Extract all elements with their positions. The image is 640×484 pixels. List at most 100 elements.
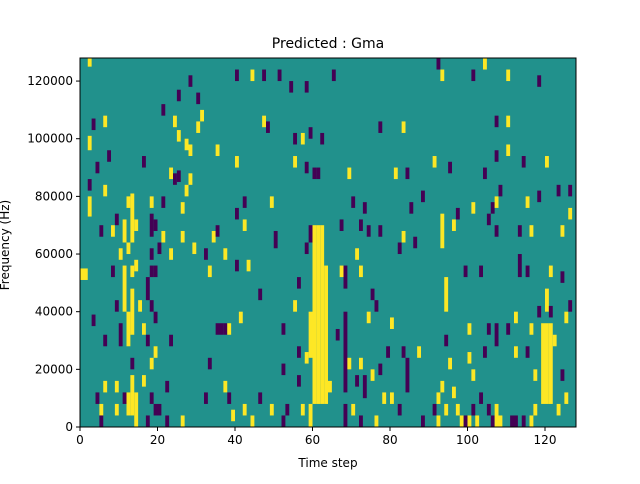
heatmap-cell-low — [91, 118, 96, 131]
heatmap-cell-high — [184, 138, 189, 151]
heatmap-cell-low — [486, 323, 491, 335]
heatmap-cell-low — [149, 300, 154, 312]
heatmap-cell-high — [126, 196, 131, 208]
heatmap-cell-low — [281, 415, 286, 427]
heatmap-cell-high — [130, 265, 135, 278]
heatmap-cell-low — [479, 265, 484, 278]
x-tick-label: 0 — [76, 433, 84, 447]
heatmap-cell-low — [494, 150, 499, 162]
heatmap-cell-high — [498, 415, 503, 427]
heatmap-cell-high — [103, 380, 108, 393]
heatmap-cell-low — [99, 225, 104, 237]
heatmap-cell-low — [455, 207, 460, 220]
heatmap-cell-high — [176, 130, 181, 142]
heatmap-cell-low — [498, 184, 503, 197]
heatmap-cell-low — [514, 415, 518, 427]
heatmap-cell-low — [149, 392, 154, 404]
heatmap-cell-high — [556, 403, 561, 416]
heatmap-cell-low — [355, 375, 360, 387]
heatmap-cell-low — [517, 254, 522, 278]
heatmap-cell-high — [87, 58, 92, 67]
heatmap-cell-high — [506, 69, 511, 82]
heatmap-cell-low — [293, 132, 298, 145]
heatmap-cell-high — [459, 415, 464, 427]
heatmap-cell-high — [552, 334, 557, 347]
heatmap-cell-low — [204, 392, 208, 404]
heatmap-cell-low — [370, 288, 375, 301]
heatmap-cell-low — [471, 69, 476, 82]
heatmap-cell-high — [448, 357, 453, 370]
heatmap-cell-high — [471, 202, 476, 214]
heatmap-cell-high — [122, 219, 127, 243]
heatmap-cell-high — [99, 403, 104, 416]
heatmap-cell-low — [494, 115, 499, 128]
heatmap-cell-low — [448, 161, 453, 174]
heatmap-cell-high — [300, 403, 305, 416]
heatmap-cell-low — [161, 196, 166, 208]
heatmap-cell-low — [444, 334, 449, 347]
chart-title: Predicted : Gma — [272, 36, 384, 52]
heatmap-cell-high — [347, 357, 352, 370]
heatmap-cell-high — [161, 230, 166, 243]
heatmap-cell-low — [107, 150, 112, 162]
heatmap-cell-high — [269, 196, 274, 208]
heatmap-cell-high — [153, 346, 158, 358]
x-axis: 0 20 40 60 80 100 120 — [76, 427, 556, 447]
x-tick-label: 100 — [456, 433, 479, 447]
heatmap-cell-low — [362, 375, 367, 399]
heatmap-cell-low — [479, 392, 484, 404]
heatmap-cell-high — [467, 415, 472, 427]
heatmap-cell-low — [103, 334, 108, 347]
heatmap-cell-high — [533, 369, 538, 381]
heatmap-cell-high — [223, 248, 228, 260]
heatmap-cell-low — [304, 161, 309, 174]
heatmap-cell-low — [343, 265, 348, 289]
y-tick-label: 60000 — [35, 247, 73, 261]
heatmap-cell-high — [467, 352, 472, 364]
heatmap-cell-low — [463, 415, 468, 427]
heatmap-cell-low — [494, 225, 499, 237]
heatmap-cell-low — [258, 392, 263, 404]
x-axis-label: Time step — [297, 456, 357, 470]
heatmap-cell-high — [142, 323, 146, 335]
heatmap-cell-low — [359, 219, 363, 231]
heatmap-cell-high — [390, 317, 394, 329]
heatmap-cell-high — [432, 156, 437, 168]
heatmap-cell-high — [312, 225, 317, 404]
heatmap-cell-high — [564, 311, 569, 324]
heatmap-cell-high — [444, 403, 449, 416]
heatmap-cell-high — [494, 403, 499, 427]
heatmap-cell-high — [173, 115, 177, 128]
x-tick-label: 60 — [305, 433, 320, 447]
heatmap-cell-low — [517, 225, 522, 237]
heatmap-cell-low — [436, 58, 441, 70]
heatmap-cell-low — [331, 69, 336, 82]
heatmap-cell-high — [467, 323, 472, 335]
heatmap-cell-low — [176, 89, 181, 102]
heatmap-cell-high — [545, 288, 549, 312]
heatmap-cell-high — [355, 248, 360, 260]
heatmap-cell-high — [134, 259, 139, 272]
heatmap-cell-high — [304, 352, 309, 364]
heatmap-cell-low — [335, 328, 340, 341]
heatmap-cell-low — [281, 323, 286, 335]
y-tick-label: 120000 — [27, 74, 73, 88]
heatmap-cell-high — [440, 380, 445, 393]
heatmap-cell-high — [401, 230, 406, 243]
heatmap-cell-low — [378, 121, 383, 133]
heatmap-cell-low — [277, 69, 282, 82]
heatmap-cell-low — [537, 190, 542, 203]
heatmap-cell-low — [506, 323, 511, 335]
heatmap-cell-low — [149, 248, 154, 260]
heatmap-cell-low — [95, 161, 100, 174]
heatmap-cell-low — [374, 300, 379, 312]
heatmap-cell-low — [215, 225, 220, 237]
heatmap-cell-low — [235, 207, 239, 220]
heatmap-cell-high — [227, 323, 232, 335]
heatmap-cell-low — [165, 415, 170, 427]
heatmap-cell-high — [506, 115, 511, 128]
heatmap-cell-high — [231, 409, 236, 422]
heatmap-cell-high — [184, 184, 189, 197]
heatmap-cell-low — [118, 323, 123, 347]
